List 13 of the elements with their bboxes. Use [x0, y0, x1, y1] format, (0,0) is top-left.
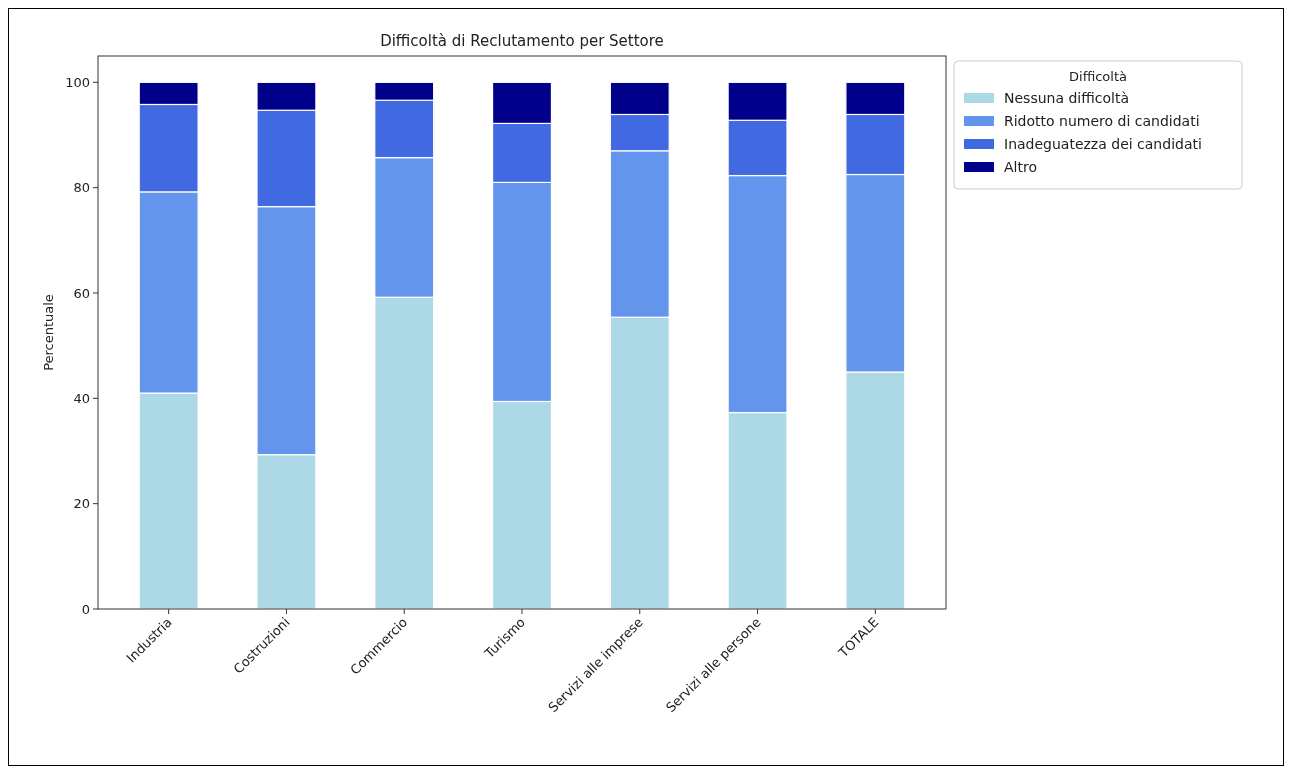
y-tick-label: 20	[73, 496, 90, 512]
legend-label: Inadeguatezza dei candidati	[1004, 135, 1202, 152]
y-tick-label: 80	[73, 180, 90, 196]
y-tick-label: 40	[73, 390, 90, 406]
legend-label: Ridotto numero di candidati	[1004, 112, 1200, 129]
y-tick-label: 0	[81, 601, 90, 617]
y-tick-label: 100	[65, 74, 90, 90]
y-tick-label: 60	[73, 285, 90, 301]
legend-label: Altro	[1004, 158, 1037, 175]
chart-title: Difficoltà di Reclutamento per Settore	[380, 32, 664, 50]
legend-label: Nessuna difficoltà	[1004, 89, 1129, 106]
y-axis-title: Percentuale	[41, 294, 56, 371]
legend-title: Difficoltà	[1069, 69, 1127, 84]
